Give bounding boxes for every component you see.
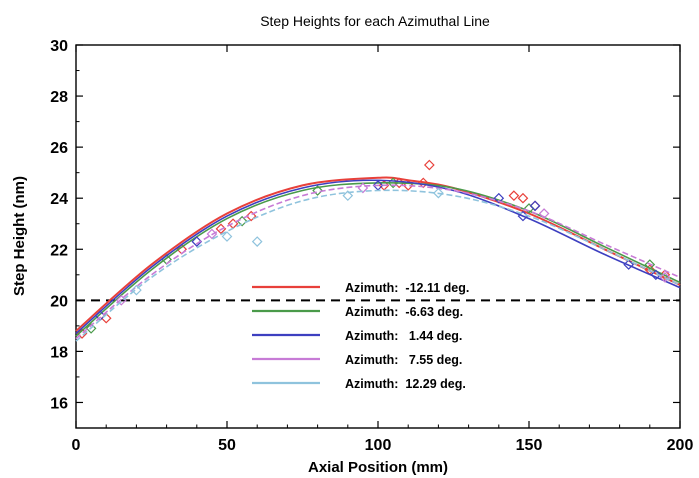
plot-frame [75, 44, 681, 429]
data-point [251, 236, 263, 247]
data-point [206, 228, 218, 240]
series-4 [75, 187, 681, 342]
legend-label-1: Azimuth: -6.63 deg. [345, 305, 463, 319]
y-tick-label: 24 [50, 191, 68, 208]
x-tick-label: 200 [667, 437, 694, 454]
legend-label-2: Azimuth: 1.44 deg. [345, 329, 462, 343]
x-tick-label: 150 [516, 437, 543, 454]
fit-line-series-4 [75, 189, 681, 342]
legend-label-0: Azimuth: -12.11 deg. [345, 281, 469, 295]
y-tick-label: 28 [50, 89, 68, 106]
legend: Azimuth: -12.11 deg. Azimuth: -6.63 deg. A… [252, 281, 469, 391]
data-point [342, 190, 354, 201]
data-point [493, 192, 505, 204]
y-tick-label: 22 [50, 242, 68, 259]
y-tick-labels: 16 18 20 22 24 26 28 30 [50, 38, 68, 412]
fit-line-series-3 [75, 184, 681, 340]
chart-title: Step Heights for each Azimuthal Line [260, 13, 490, 29]
data-point [650, 269, 662, 281]
data-point [644, 259, 656, 270]
data-point [623, 259, 635, 270]
fit-line-series-0 [75, 176, 681, 332]
data-point [245, 210, 257, 222]
data-point [221, 231, 233, 242]
x-tick-label: 100 [365, 437, 392, 454]
data-point [508, 190, 520, 201]
legend-label-3: Azimuth: 7.55 deg. [345, 353, 462, 367]
data-point [538, 208, 550, 219]
x-tick-label: 50 [218, 437, 236, 454]
x-tick-labels: 0 50 100 150 200 [72, 437, 694, 454]
y-axis-label: Step Height (nm) [11, 176, 28, 296]
axis-ticks [75, 44, 681, 429]
legend-label-4: Azimuth: 12.29 deg. [345, 377, 466, 391]
y-tick-label: 18 [50, 344, 68, 361]
x-axis-label: Axial Position (mm) [308, 459, 448, 476]
data-point [529, 200, 541, 212]
y-tick-label: 30 [50, 38, 68, 55]
data-point [517, 192, 529, 204]
data-point [76, 328, 88, 339]
y-tick-label: 20 [50, 293, 68, 310]
data-point [85, 323, 97, 334]
y-tick-label: 16 [50, 395, 68, 412]
data-point [131, 284, 142, 296]
data-point [529, 200, 541, 212]
data-point [227, 218, 239, 230]
data-point [357, 182, 369, 194]
series-layer [75, 159, 681, 342]
y-tick-label: 26 [50, 140, 68, 157]
data-point [312, 185, 323, 196]
data-point [659, 272, 671, 283]
series-3 [75, 182, 681, 340]
data-point [191, 236, 203, 247]
x-tick-label: 0 [72, 437, 81, 454]
data-point [433, 187, 444, 199]
data-point [423, 159, 435, 171]
